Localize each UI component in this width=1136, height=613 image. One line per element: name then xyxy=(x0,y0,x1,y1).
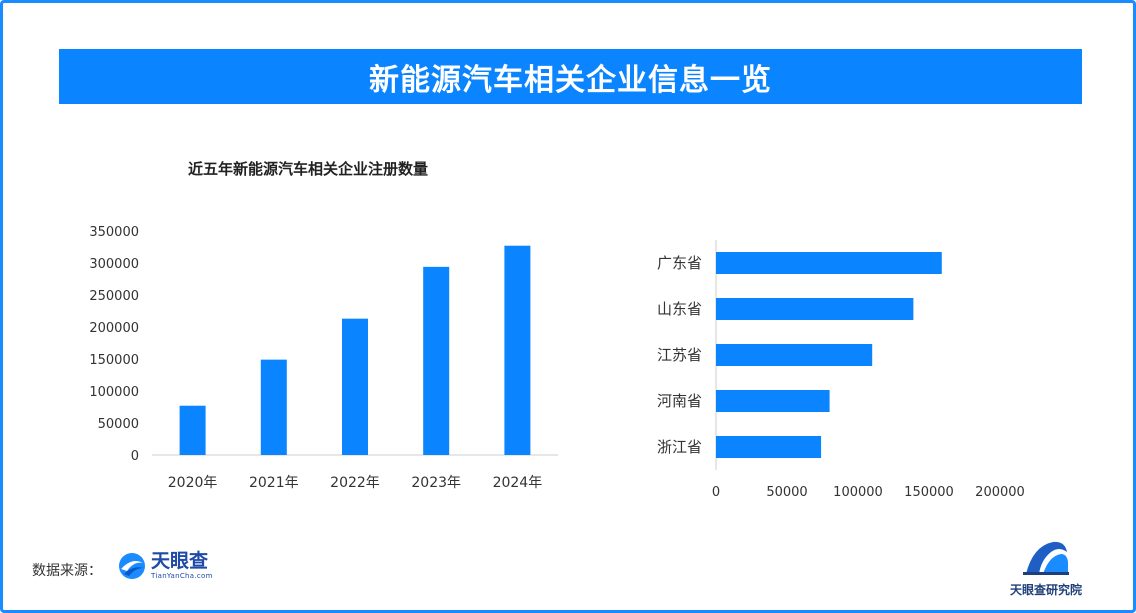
bar-山东省 xyxy=(716,298,914,320)
y-tick-label: 0 xyxy=(131,449,139,464)
y-category-label: 广东省 xyxy=(657,254,702,272)
institute-name: 天眼查研究院 xyxy=(1009,583,1082,597)
bar-chart-title: 近五年新能源汽车相关企业注册数量 xyxy=(188,160,429,178)
bar-2023年 xyxy=(423,266,450,455)
x-tick-label: 0 xyxy=(712,485,720,500)
bar-2022年 xyxy=(342,318,368,455)
x-tick-label: 2021年 xyxy=(249,475,299,491)
source-logo-name: 天眼查 xyxy=(151,550,209,572)
y-tick-label: 350000 xyxy=(89,225,139,240)
bar-河南省 xyxy=(716,390,830,412)
header-banner: 新能源汽车相关企业信息一览 xyxy=(59,49,1082,104)
bar-2024年 xyxy=(504,245,531,455)
y-tick-label: 150000 xyxy=(89,353,139,368)
x-tick-label: 100000 xyxy=(833,485,883,500)
data-source-label: 数据来源： xyxy=(32,563,102,579)
institute-logo: 天眼查研究院 xyxy=(1004,538,1088,598)
bar-2021年 xyxy=(260,359,287,455)
x-tick-label: 2022年 xyxy=(330,475,380,491)
x-tick-label: 2020年 xyxy=(168,475,218,491)
institute-mountain-icon xyxy=(1023,541,1069,575)
source-logo-url: TianYanCha.com xyxy=(151,572,213,580)
x-tick-label: 150000 xyxy=(904,485,954,500)
y-category-label: 浙江省 xyxy=(657,438,702,456)
bar-广东省 xyxy=(716,252,942,274)
tianyancha-eye-icon xyxy=(119,553,145,579)
annual-registrations-bar-chart: 0 50000 100000 150000 200000 250000 300000 3500… xyxy=(89,225,558,491)
x-tick-label: 2023年 xyxy=(411,475,461,491)
x-tick-label: 200000 xyxy=(975,485,1025,500)
tianyancha-logo: 天眼查 TianYanCha.com xyxy=(117,551,213,581)
y-tick-label: 50000 xyxy=(98,417,139,432)
y-tick-label: 100000 xyxy=(89,385,139,400)
bar-浙江省 xyxy=(716,436,822,458)
y-category-label: 山东省 xyxy=(657,300,702,318)
bar-江苏省 xyxy=(716,344,873,366)
y-tick-label: 200000 xyxy=(89,321,139,336)
bar-2020年 xyxy=(179,405,206,455)
y-tick-label: 300000 xyxy=(89,257,139,272)
banner-title: 新能源汽车相关企业信息一览 xyxy=(369,62,772,98)
x-tick-label: 2024年 xyxy=(493,475,543,491)
x-tick-label: 50000 xyxy=(766,485,807,500)
y-category-label: 河南省 xyxy=(657,392,702,410)
y-category-label: 江苏省 xyxy=(657,346,702,364)
y-tick-label: 250000 xyxy=(89,289,139,304)
